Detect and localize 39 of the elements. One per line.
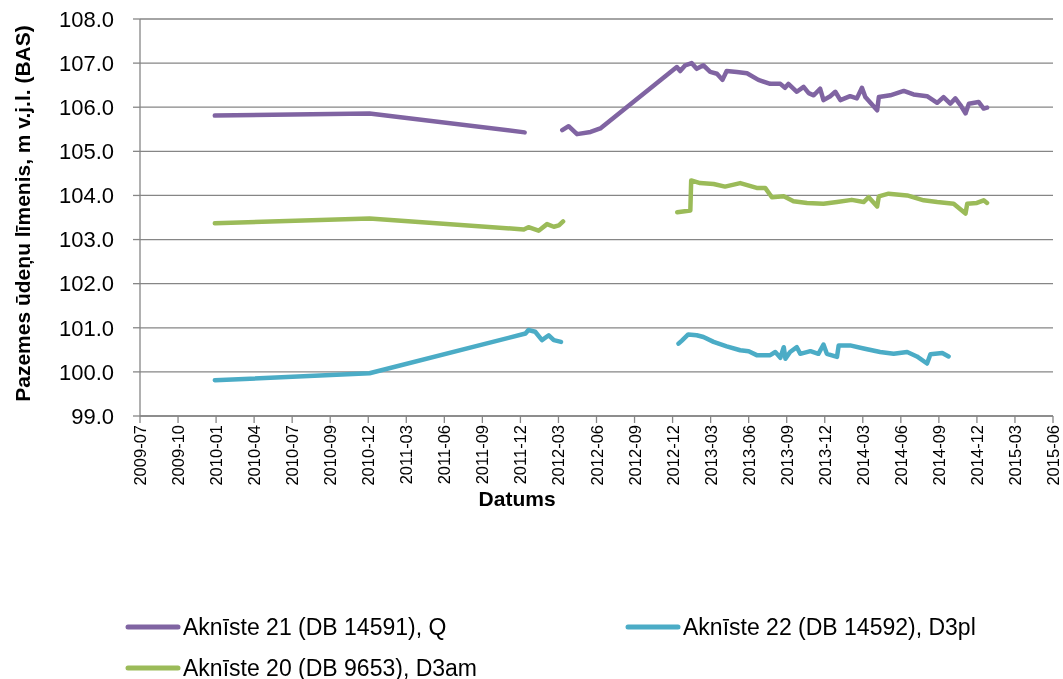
x-tick-label: 2010-07 [283,425,302,486]
y-tick-label: 102.0 [58,271,114,297]
y-tick-label: 103.0 [58,227,114,253]
x-tick-label: 2013-09 [777,425,796,486]
x-tick-label: 2013-06 [739,425,758,486]
y-axis-title: Pazemes ūdeņu līmenis, m v.j.l. (BAS) [10,25,34,402]
x-tick-label: 2010-09 [321,425,340,486]
x-tick-label: 2015-03 [1005,425,1024,486]
x-tick-label: 2012-03 [549,425,568,486]
x-tick-label: 2010-01 [207,425,226,486]
x-tick-label: 2010-04 [245,425,264,486]
y-tick-label: 107.0 [58,50,114,76]
y-tick-label: 100.0 [58,359,114,385]
x-tick-label: 2014-06 [891,425,910,486]
x-tick-label: 2012-09 [625,425,644,486]
x-tick-label: 2011-03 [397,425,416,485]
x-tick-label: 2013-03 [701,425,720,486]
legend-label: Aknīste 22 (DB 14592), D3pl [683,613,976,641]
legend-label: Aknīste 21 (DB 14591), Q [183,613,447,641]
y-tick-label: 99.0 [71,403,114,429]
x-tick-label: 2011-09 [473,425,492,485]
x-tick-label: 2009-10 [169,425,188,486]
x-tick-label: 2009-07 [131,425,149,486]
x-axis-title: Datums [478,486,556,510]
x-tick-label: 2014-03 [853,425,872,486]
x-tick-label: 2011-06 [435,425,454,485]
x-tick-label: 2014-09 [929,425,948,486]
x-tick-label: 2012-06 [587,425,606,486]
x-tick-label: 2015-06 [1044,425,1062,486]
y-tick-label: 106.0 [58,95,114,121]
x-tick-label: 2010-12 [359,425,378,486]
x-tick-label: 2013-12 [815,425,834,486]
x-tick-label: 2014-12 [967,425,986,486]
y-tick-label: 108.0 [58,6,114,32]
x-tick-label: 2011-12 [511,425,530,485]
y-tick-label: 104.0 [58,183,114,209]
x-tick-label: 2012-12 [663,425,682,486]
y-tick-label: 101.0 [58,315,114,341]
y-tick-label: 105.0 [58,139,114,165]
